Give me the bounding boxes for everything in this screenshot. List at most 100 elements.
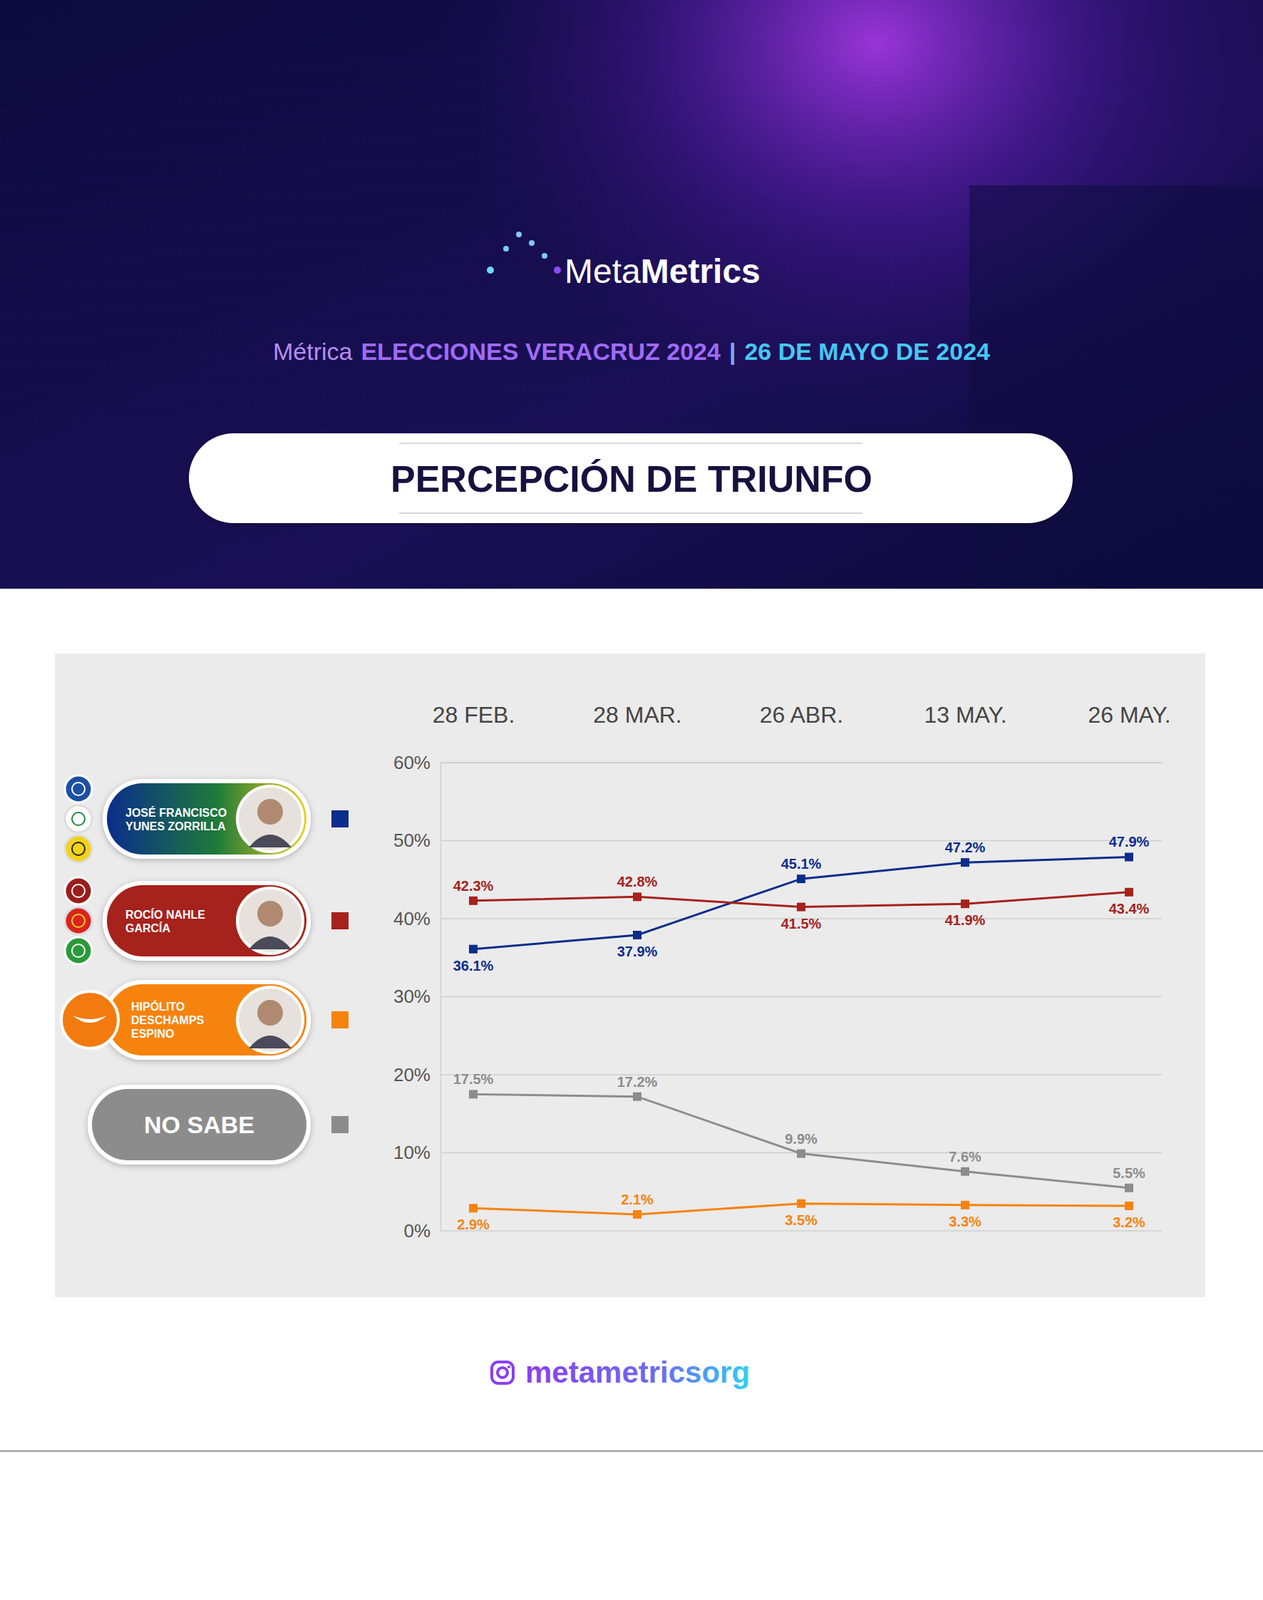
marker: [960, 1167, 970, 1177]
grid-line: [440, 1230, 1162, 1232]
title-rule: [399, 442, 863, 445]
y-axis-line: [440, 763, 442, 1232]
grid-line: [440, 996, 1162, 998]
legend-label: JOSÉ FRANCISCO YUNES ZORRILLA: [125, 806, 231, 833]
data-label: 2.9%: [456, 1216, 490, 1233]
candidate-photo: [237, 987, 303, 1053]
data-label: 5.5%: [1112, 1165, 1146, 1182]
party-logo: [64, 775, 92, 803]
legend-label-line: HIPÓLITO: [131, 999, 189, 1013]
x-tick-label: 13 MAY.: [923, 702, 1007, 728]
data-label: 17.2%: [617, 1074, 658, 1090]
logo-bar: [503, 255, 509, 286]
logo-icon: [486, 231, 561, 300]
x-tick: 28 MAR.: [593, 702, 682, 763]
legend-label: NO SABE: [143, 1111, 255, 1139]
y-tick-label: 30%: [393, 985, 431, 1008]
instagram-icon: [491, 1362, 514, 1384]
x-axis-line: [441, 762, 1163, 765]
y-tick: 30%: [393, 985, 441, 1008]
data-label: 45.1%: [781, 856, 822, 872]
header-texture: [0, 28, 927, 86]
marker: [960, 1200, 970, 1210]
subtitle: MétricaELECCIONES VERACRUZ 2024|26 DE MA…: [272, 337, 991, 365]
marker: [1124, 852, 1134, 862]
party-logo-detail: [71, 782, 85, 796]
title-pill: [188, 433, 1073, 524]
chart-title: PERCEPCIÓN DE TRIUNFO: [390, 458, 873, 500]
data-label: 42.3%: [453, 878, 494, 894]
x-tick-label: 26 ABR.: [759, 702, 844, 728]
grid-line: [440, 1074, 1162, 1076]
data-label: 41.5%: [781, 915, 822, 932]
y-tick: 20%: [393, 1064, 441, 1086]
party-logo: [64, 907, 92, 935]
logo-bar: [529, 249, 535, 291]
chart-panel: [54, 653, 1206, 1298]
candidate-photo: [237, 888, 303, 954]
legend-item: ROCÍO NAHLE GARCÍA: [64, 877, 349, 965]
header-texture: [0, 233, 927, 291]
marker: [1124, 1183, 1134, 1193]
y-tick: 40%: [393, 908, 441, 930]
party-logo: [64, 877, 92, 905]
header-texture: [0, 79, 927, 137]
party-logo-detail: [71, 914, 85, 928]
header-texture: [0, 105, 927, 163]
logo-dot: [486, 266, 494, 274]
legend: JOSÉ FRANCISCO YUNES ZORRILLA ROCÍO NAHLE…: [61, 775, 349, 1165]
logo-dot: [553, 266, 561, 274]
legend-item: JOSÉ FRANCISCO YUNES ZORRILLA: [64, 775, 349, 863]
x-tick: 28 FEB.: [432, 702, 516, 763]
logo-dot: [541, 253, 548, 259]
legend-pill-border: [102, 779, 311, 859]
data-labels: 36.1%37.9%45.1%47.2%47.9%42.3%42.8%41.5%…: [453, 833, 1150, 1233]
legend-pill: [106, 984, 307, 1056]
legend-swatch: [331, 912, 349, 930]
header-texture: [0, 182, 927, 240]
data-label: 41.9%: [945, 912, 986, 929]
header-panel: [969, 185, 1263, 589]
brand-part: Metrics: [640, 252, 761, 291]
y-tick-label: 20%: [393, 1064, 431, 1086]
y-tick-label: 10%: [393, 1141, 431, 1164]
marker: [468, 1203, 478, 1213]
logo-bar: [542, 262, 548, 280]
marker: [632, 930, 642, 940]
party-logo-detail: [71, 944, 85, 958]
data-label: 37.9%: [617, 943, 658, 960]
header-texture: [0, 259, 927, 317]
marker: [632, 892, 642, 901]
header: MetaMetricsMétricaELECCIONES VERACRUZ 20…: [0, 0, 1263, 589]
party-logo-detail: [72, 1015, 107, 1023]
legend-item: NO SABE: [87, 1084, 349, 1165]
legend-label-line: JOSÉ FRANCISCO: [125, 806, 231, 819]
marker: [468, 896, 478, 906]
y-axis: 0%10%20%30%40%50%60%: [393, 751, 442, 1242]
data-label: 3.3%: [948, 1213, 982, 1230]
data-label: 42.8%: [617, 873, 658, 890]
footer: metametricsorg: [0, 1355, 1263, 1452]
data-label: 47.9%: [1109, 833, 1150, 850]
logo-dot: [516, 231, 522, 238]
footer-handle: metametricsorg: [525, 1355, 750, 1390]
icon-dot: [507, 1365, 511, 1369]
header-texture: [0, 131, 927, 189]
marker: [468, 1089, 478, 1099]
data-label: 2.1%: [620, 1191, 654, 1208]
grid-line: [440, 840, 1162, 842]
legend-swatch: [331, 1116, 349, 1134]
icon-frame: [491, 1362, 514, 1384]
plot-area: [468, 852, 1134, 1219]
y-tick: 0%: [403, 1220, 441, 1242]
marker: [468, 945, 478, 954]
party-logo: [64, 937, 92, 965]
marker: [960, 899, 970, 909]
data-label: 3.2%: [1112, 1214, 1146, 1231]
party-logo: [64, 805, 92, 833]
x-tick-label: 28 FEB.: [432, 702, 516, 728]
header-texture: [0, 54, 927, 112]
header-texture: [0, 208, 927, 266]
series-line: [473, 1094, 1130, 1188]
marker: [632, 1092, 642, 1102]
